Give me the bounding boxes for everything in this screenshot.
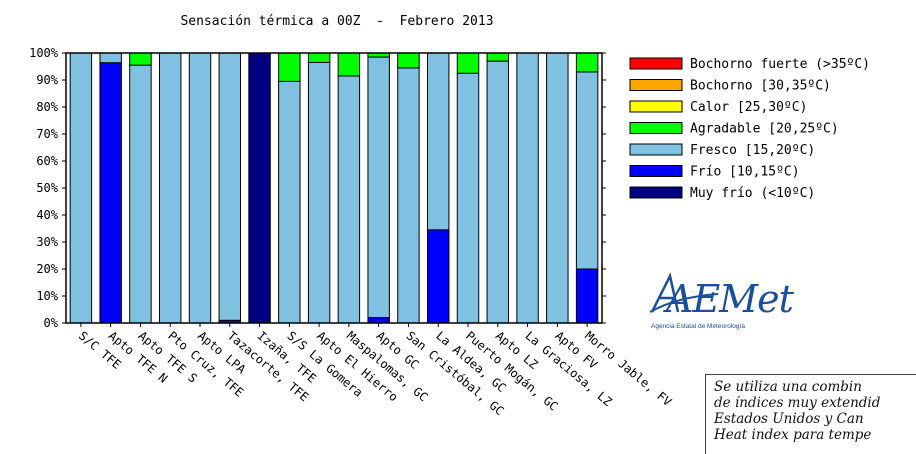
legend-swatch <box>629 186 683 199</box>
bar-segment <box>427 52 450 231</box>
legend-swatch <box>629 122 683 134</box>
y-tick-label: 10% <box>36 289 58 303</box>
legend-swatch <box>629 143 683 156</box>
logo-text: AEMet <box>663 277 795 321</box>
y-tick-label: 80% <box>36 100 58 114</box>
bar-segment <box>546 52 569 324</box>
bar-segment <box>307 61 331 324</box>
bar-segment <box>337 75 361 324</box>
bar-segment <box>575 71 599 270</box>
bar-segment <box>278 80 301 324</box>
legend-swatch <box>629 165 683 177</box>
y-tick-label: 0% <box>44 316 59 330</box>
bar-segment <box>516 52 539 324</box>
y-tick-label: 20% <box>36 262 58 276</box>
note-box: Se utiliza una combin de índices muy ext… <box>705 374 916 454</box>
legend-label: Agradable [20,25ºC) <box>690 122 839 137</box>
bar-segment <box>456 72 480 324</box>
legend-swatch <box>629 79 683 91</box>
bar-segment <box>575 268 599 324</box>
y-tick-label: 70% <box>36 127 58 141</box>
note-line: Heat index para tempe <box>714 427 872 443</box>
legend-label: Bochorno [30,35ºC) <box>690 79 831 94</box>
y-tick-label: 90% <box>36 73 58 87</box>
note-line: Estados Unidos y Can <box>714 411 864 427</box>
bar-segment <box>397 52 420 69</box>
logo-swoosh <box>649 293 719 313</box>
chart-title: Sensación térmica a 00Z - Febrero 2013 <box>180 14 493 29</box>
plot-area <box>65 52 603 324</box>
legend-swatch <box>629 57 683 70</box>
bar-segment <box>486 60 509 324</box>
y-axis-labels: 0% 10% 20% 30% 40% 50% 60% 70% 80% 90% 100% <box>29 46 606 330</box>
bar-segment <box>159 52 182 324</box>
y-tick-label: 30% <box>36 235 58 249</box>
bar-segment <box>99 62 122 324</box>
legend-swatch <box>629 100 683 113</box>
y-tick-label: 60% <box>36 154 58 168</box>
bar-segment <box>278 52 301 82</box>
bar-segment <box>248 52 271 324</box>
bar-segment <box>99 52 122 64</box>
bar-segment <box>456 52 480 74</box>
bar-segment <box>367 317 390 324</box>
bar-segment <box>337 52 361 77</box>
legend-label: Frío [10,15ºC) <box>690 165 800 180</box>
logo-a-shape <box>650 272 680 313</box>
legend-label: Muy frío (<10ºC) <box>690 186 815 201</box>
bar-segment <box>486 52 509 62</box>
bar-segment <box>367 56 390 319</box>
note-line: Se utiliza una combin <box>714 379 862 395</box>
legend: Bochorno fuerte (>35ºC) Bochorno [30,35ºC… <box>629 57 870 201</box>
legend-label: Calor [25,30ºC) <box>690 100 807 115</box>
bar-segment <box>307 52 331 63</box>
legend-label: Fresco [15,20ºC) <box>690 143 815 158</box>
bar-segment <box>575 52 599 73</box>
aemet-logo: AEMet Agencia Estatal de Meteorología <box>649 272 796 330</box>
y-tick-label: 40% <box>36 208 58 222</box>
y-tick-label: 50% <box>36 181 58 195</box>
bar-segment <box>218 52 241 321</box>
bar-segment <box>188 52 212 324</box>
note-line: de índices muy extendid <box>714 395 881 411</box>
bar-segment <box>69 52 93 324</box>
bar-segment <box>129 64 152 324</box>
bar-segment <box>427 229 450 324</box>
logo-subtitle: Agencia Estatal de Meteorología <box>651 323 745 330</box>
legend-label: Bochorno fuerte (>35ºC) <box>690 57 870 72</box>
bar-segment <box>129 52 152 66</box>
y-tick-label: 100% <box>29 46 59 60</box>
bar-segment <box>397 67 420 324</box>
